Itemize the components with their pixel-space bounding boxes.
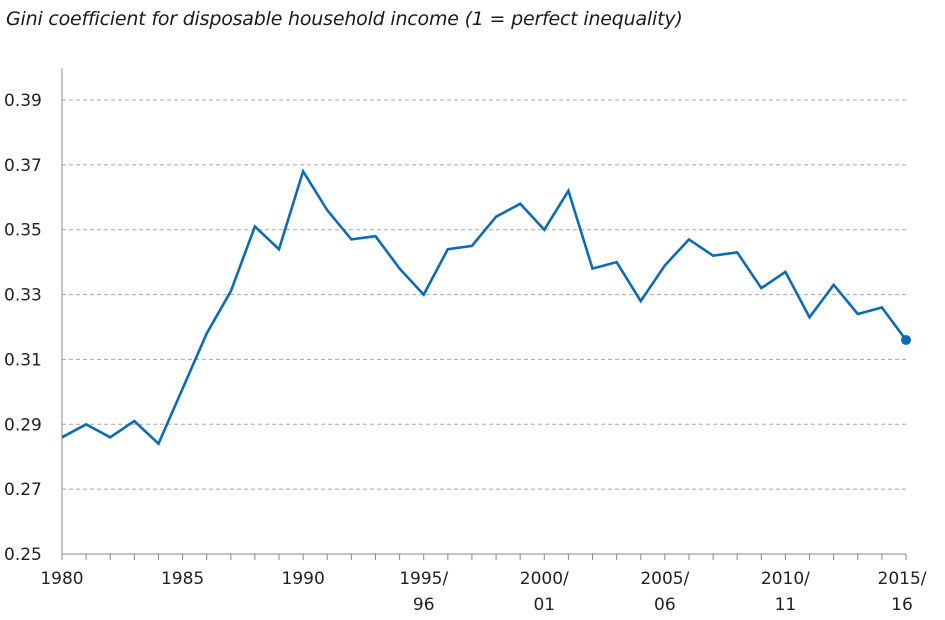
x-tick-label: 1985 — [161, 569, 204, 589]
chart-title: Gini coefficient for disposable househol… — [6, 8, 683, 30]
x-tick-label: 2005/06 — [640, 569, 689, 615]
x-tick-labels: 1980 1985 1990 1995/96 2000/01 2005/06 2010/11… — [40, 569, 926, 615]
y-tick-label: 0.31 — [4, 350, 42, 370]
axes — [61, 68, 907, 560]
x-tick-label: 2010/11 — [761, 569, 810, 615]
series-line — [61, 168, 908, 446]
gridlines — [62, 99, 906, 490]
x-tick-label: 1980 — [40, 569, 83, 589]
y-tick-label: 0.27 — [4, 480, 42, 500]
y-tick-label: 0.25 — [4, 545, 42, 565]
x-tick-label: 1990 — [282, 569, 325, 589]
y-tick-label: 0.37 — [4, 156, 42, 176]
x-tick-label: 2015/16 — [878, 569, 927, 615]
end-point-marker — [901, 334, 911, 345]
y-tick-labels: 0.25 0.27 0.29 0.31 0.33 0.35 0.37 0.39 — [4, 91, 42, 565]
y-tick-label: 0.33 — [4, 286, 42, 306]
x-tick-label: 1995/96 — [399, 569, 448, 615]
y-tick-label: 0.39 — [4, 91, 42, 111]
y-tick-label: 0.35 — [4, 221, 42, 241]
x-tick-label: 2000/01 — [520, 569, 569, 615]
data-series — [61, 168, 911, 446]
y-tick-label: 0.29 — [4, 415, 42, 435]
